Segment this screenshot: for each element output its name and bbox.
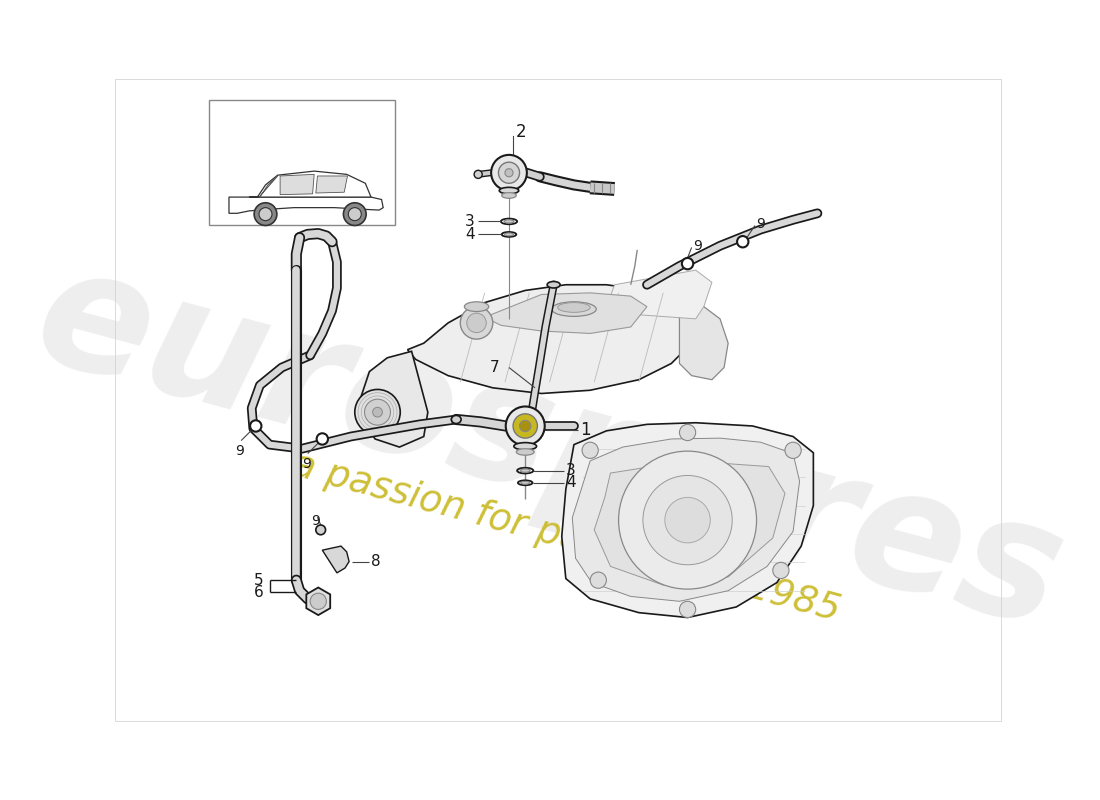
Polygon shape: [250, 171, 371, 197]
Circle shape: [505, 169, 513, 177]
Ellipse shape: [505, 233, 514, 236]
Ellipse shape: [451, 415, 461, 423]
Bar: [209, 100, 395, 226]
Circle shape: [491, 155, 527, 190]
Polygon shape: [572, 438, 800, 602]
Circle shape: [785, 442, 801, 458]
Text: 9: 9: [311, 514, 320, 528]
Ellipse shape: [547, 282, 560, 288]
Text: 7: 7: [490, 360, 499, 375]
Text: 2: 2: [516, 123, 526, 141]
Ellipse shape: [551, 302, 596, 316]
Circle shape: [258, 208, 272, 221]
Text: 8: 8: [371, 554, 381, 569]
Polygon shape: [306, 587, 330, 615]
Circle shape: [519, 420, 531, 432]
Circle shape: [737, 236, 748, 247]
Ellipse shape: [514, 442, 537, 450]
Text: 6: 6: [254, 585, 264, 600]
Circle shape: [506, 406, 544, 446]
Circle shape: [642, 475, 733, 565]
Circle shape: [250, 420, 262, 432]
Circle shape: [591, 572, 606, 588]
Polygon shape: [610, 270, 712, 319]
Circle shape: [498, 162, 519, 183]
Polygon shape: [229, 197, 383, 214]
Ellipse shape: [516, 449, 535, 455]
Polygon shape: [316, 176, 348, 193]
Ellipse shape: [499, 187, 519, 194]
Circle shape: [773, 562, 789, 578]
Circle shape: [582, 442, 598, 458]
Text: 3: 3: [565, 463, 575, 478]
Polygon shape: [485, 293, 647, 334]
Circle shape: [513, 414, 538, 438]
Ellipse shape: [520, 469, 530, 472]
Text: 9: 9: [757, 217, 766, 231]
Circle shape: [364, 399, 390, 425]
Circle shape: [474, 170, 482, 178]
Ellipse shape: [502, 193, 516, 198]
Polygon shape: [361, 351, 428, 447]
Text: 1: 1: [581, 421, 591, 439]
Text: 9: 9: [693, 238, 702, 253]
Polygon shape: [680, 306, 728, 380]
Circle shape: [355, 390, 400, 435]
Ellipse shape: [504, 220, 514, 223]
Polygon shape: [280, 174, 315, 194]
Circle shape: [680, 424, 695, 441]
Text: 4: 4: [465, 227, 475, 242]
Circle shape: [466, 313, 486, 333]
Ellipse shape: [520, 482, 530, 484]
Circle shape: [343, 202, 366, 226]
Polygon shape: [407, 285, 695, 394]
Text: 9: 9: [235, 444, 244, 458]
Circle shape: [460, 306, 493, 339]
Ellipse shape: [464, 302, 488, 311]
Circle shape: [373, 407, 383, 417]
Text: 5: 5: [254, 573, 264, 588]
Circle shape: [664, 498, 711, 543]
Circle shape: [317, 434, 328, 445]
Ellipse shape: [558, 302, 591, 312]
Circle shape: [254, 202, 277, 226]
Text: 9: 9: [301, 457, 310, 471]
Circle shape: [680, 602, 695, 618]
Circle shape: [316, 525, 326, 534]
Text: 4: 4: [565, 475, 575, 490]
Text: 3: 3: [465, 214, 475, 229]
Circle shape: [618, 451, 757, 589]
Circle shape: [310, 593, 327, 610]
Polygon shape: [594, 461, 785, 585]
Circle shape: [682, 258, 693, 270]
Polygon shape: [562, 422, 813, 618]
Text: a passion for parts since 1985: a passion for parts since 1985: [288, 447, 844, 629]
Circle shape: [349, 208, 361, 221]
Polygon shape: [322, 546, 349, 573]
Text: eurospares: eurospares: [20, 234, 1079, 664]
Polygon shape: [260, 176, 277, 197]
